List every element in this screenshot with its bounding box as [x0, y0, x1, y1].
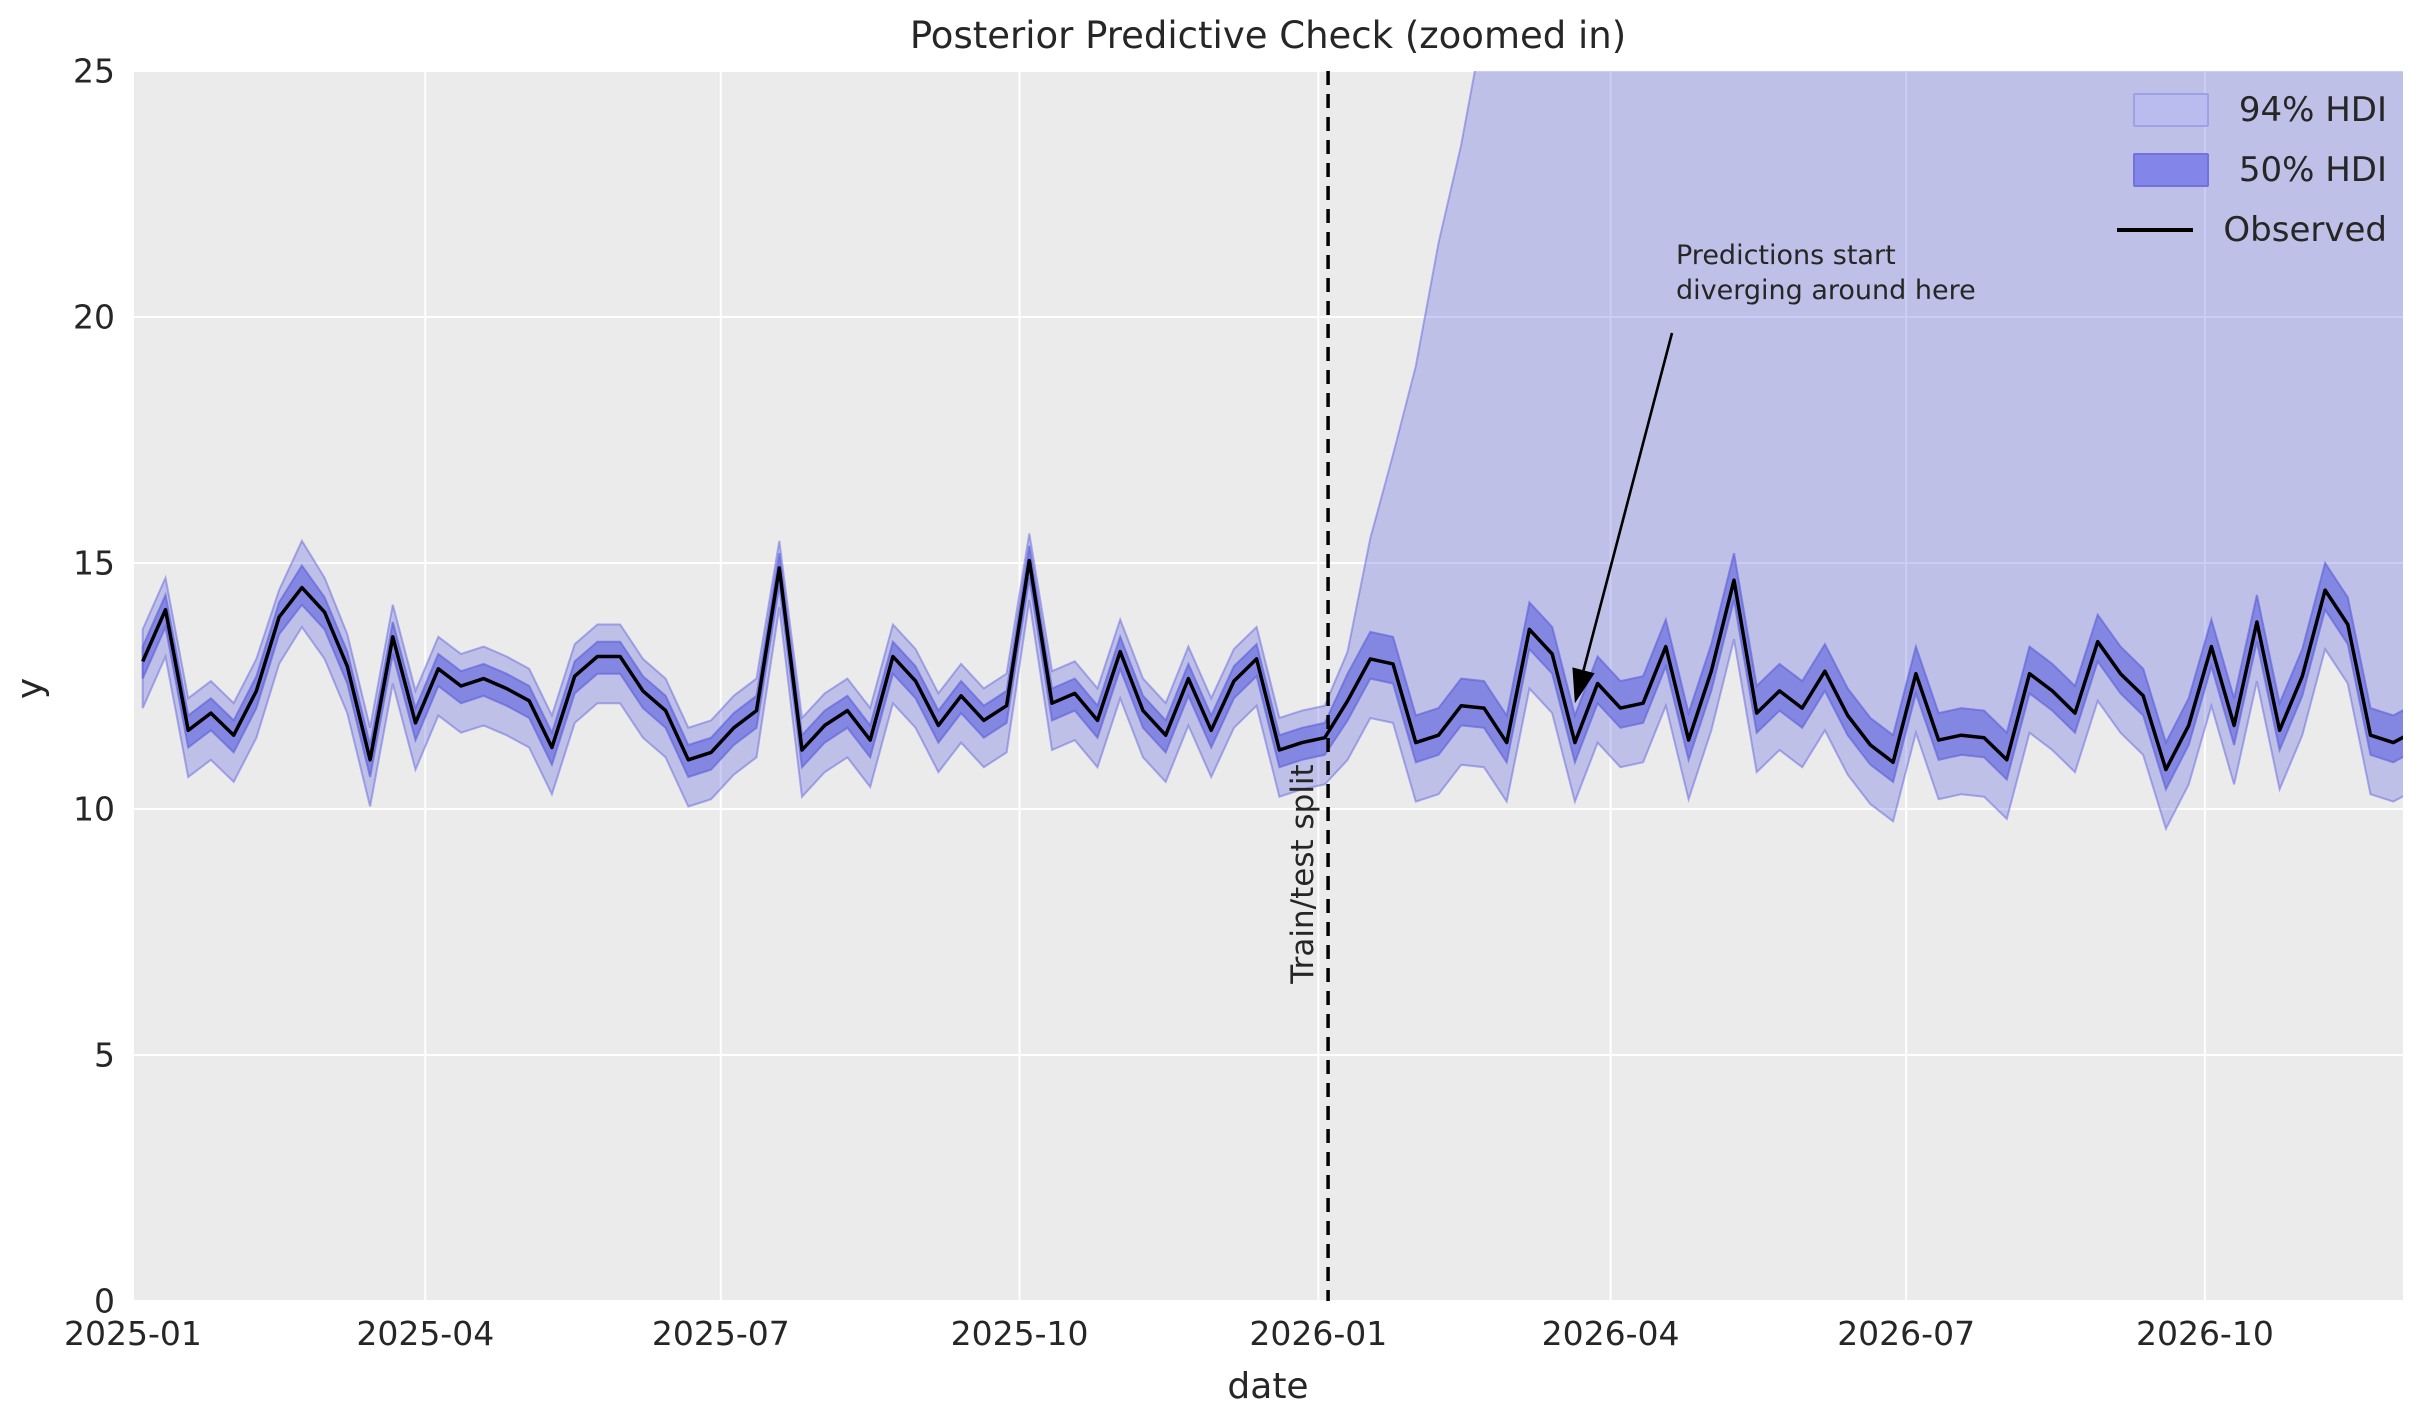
legend-label: 50% HDI: [2238, 150, 2387, 190]
y-tick-label: 15: [73, 544, 115, 583]
chart-title-text: Posterior Predictive Check (zoomed in): [909, 14, 1627, 57]
observed-line: [141, 558, 2403, 772]
legend-label: Observed: [2223, 210, 2387, 250]
diverging-annotation: Predictions start diverging around here: [1676, 238, 1976, 308]
y-axis-label: y: [9, 677, 51, 700]
hdi50-band: [141, 545, 2403, 792]
y-tick-label: 20: [73, 298, 115, 337]
y-tick-label: 0: [94, 1282, 115, 1321]
annotation-arrow-head: [1572, 667, 1595, 704]
legend-item-observed: Observed: [2117, 208, 2387, 252]
x-tick-label: 2026-10: [2136, 1314, 2274, 1353]
x-tick-label: 2025-04: [356, 1314, 494, 1353]
legend-item-94-hdi: 94% HDI: [2117, 88, 2387, 132]
legend-line-icon: [2117, 228, 2194, 232]
y-tick-label: 25: [73, 52, 115, 91]
x-tick-label: 2026-07: [1837, 1314, 1975, 1353]
y-tick-label: 5: [94, 1036, 115, 1075]
legend-patch-icon: [2132, 153, 2209, 187]
y-tick-label: 10: [73, 790, 115, 829]
chart-title: Posterior Predictive Check (zoomed in): [0, 14, 2423, 57]
x-tick-label: 2026-04: [1542, 1314, 1680, 1353]
diverging-annotation-line2: diverging around here: [1676, 275, 1976, 307]
series-group: [141, 71, 2403, 832]
x-tick-label: 2026-01: [1249, 1314, 1387, 1353]
legend-item-50-hdi: 50% HDI: [2117, 148, 2387, 192]
x-tick-label: 2025-10: [951, 1314, 1089, 1353]
x-axis-label: date: [1227, 1366, 1309, 1407]
x-tick-label: 2025-07: [652, 1314, 790, 1353]
hdi94-band: [141, 71, 2403, 832]
train-test-split-label: Train/test split: [1285, 764, 1321, 984]
legend-patch-icon: [2132, 93, 2209, 127]
annotation-arrow-line: [1582, 332, 1674, 671]
x-tick-label: 2025-01: [64, 1314, 202, 1353]
legend-label: 94% HDI: [2238, 90, 2387, 130]
legend: 94% HDI 50% HDI Observed: [2117, 88, 2387, 252]
diverging-annotation-line1: Predictions start: [1676, 240, 1896, 271]
